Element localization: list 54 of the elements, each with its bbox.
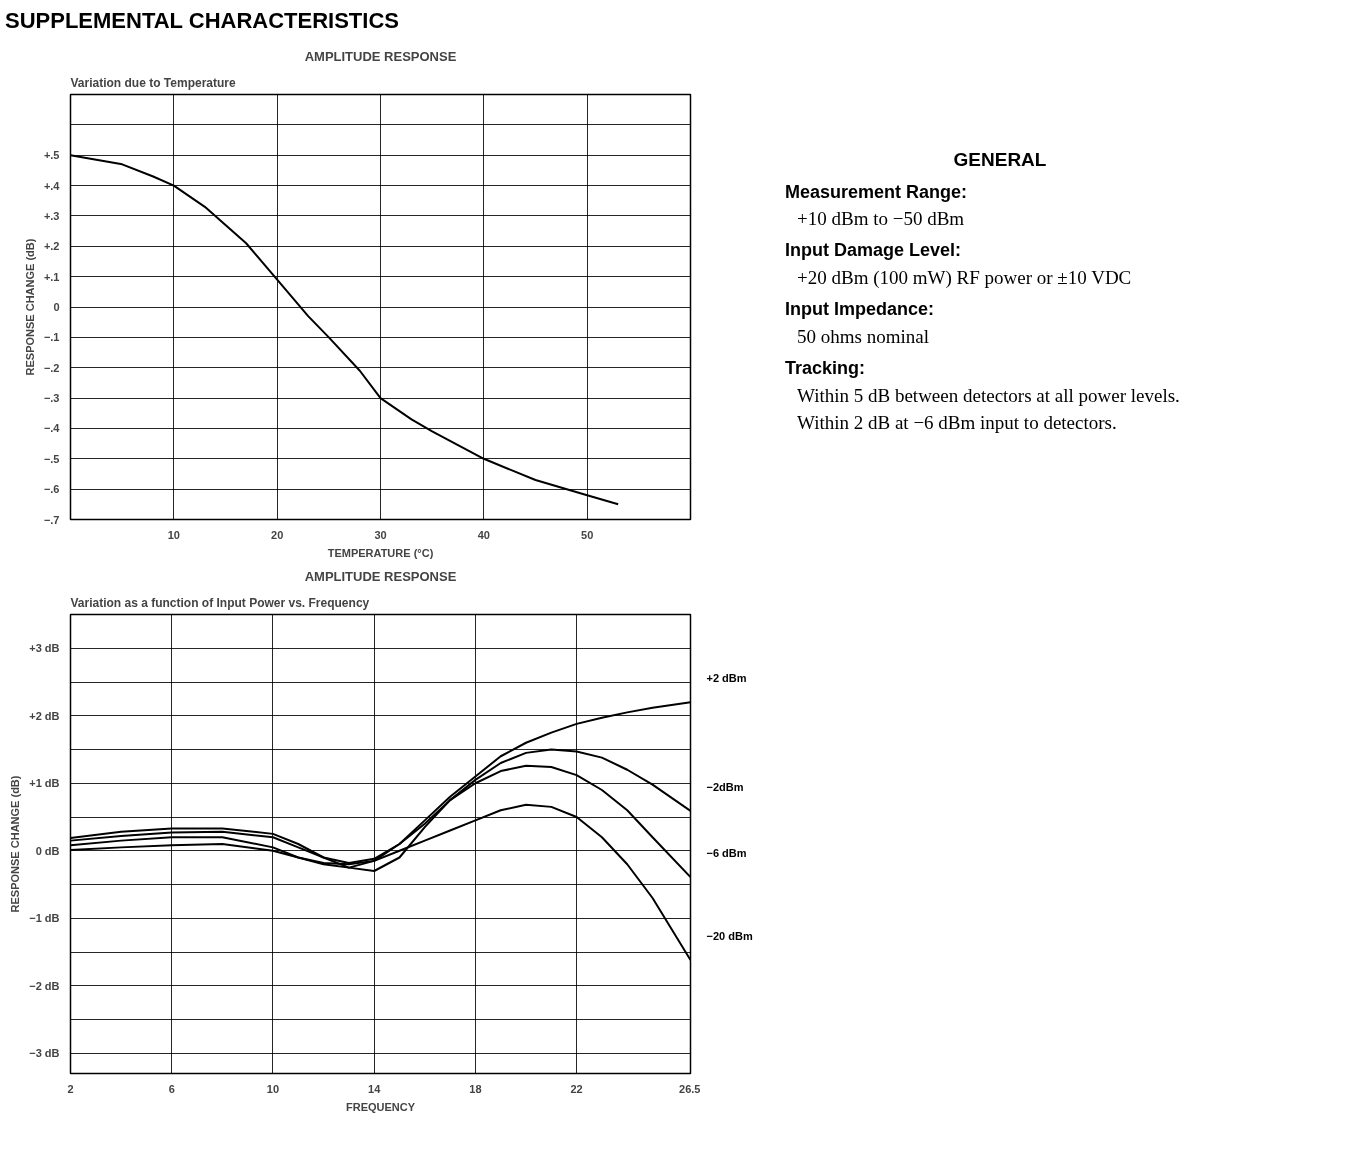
text: SUPPLEMENTAL CHARACTERISTICS [5, 7, 399, 35]
text: −6 dBm [706, 847, 747, 860]
y-tick-label: +.2 [43, 240, 60, 253]
x-tick-label: 18 [469, 1082, 482, 1095]
y-tick-label: 0 dB [35, 845, 60, 858]
text: GENERAL [952, 148, 1048, 173]
y-tick-label: +1 dB [29, 777, 60, 790]
x-tick-label: 14 [368, 1082, 382, 1095]
chart-title: AMPLITUDE RESPONSE [304, 568, 457, 584]
y-tick-label: −.7 [43, 513, 60, 526]
y-tick-label: −.2 [43, 362, 60, 375]
y-tick-label: −.4 [43, 422, 61, 435]
x-tick-label: 6 [168, 1082, 175, 1095]
text: Input Damage Level: [785, 239, 963, 263]
text: Measurement Range: [785, 180, 969, 204]
y-tick-label: −1 dB [29, 912, 60, 925]
x-tick-label: 26.5 [679, 1082, 701, 1095]
text: +20 dBm (100 mW) RF power or ±10 VDC [797, 266, 1133, 291]
y-tick-label: +3 dB [29, 642, 60, 655]
chart-subtitle: Variation due to Temperature [70, 75, 236, 90]
y-tick-label: +2 dB [29, 710, 60, 723]
x-axis-title: TEMPERATURE (°C) [327, 546, 434, 559]
y-axis-title: RESPONSE CHANGE (dB) [9, 775, 22, 913]
text: Input Impedance: [785, 298, 935, 322]
text: Within 5 dB between detectors at all power levels. Within 2 dB at −6 dBm input to detectors. [797, 383, 1181, 435]
x-tick-label: 40 [477, 528, 490, 541]
y-tick-label: −3 dB [29, 1047, 60, 1060]
text: −2dBm [706, 781, 744, 794]
y-tick-label: −.3 [43, 392, 60, 405]
y-axis-title: RESPONSE CHANGE (dB) [23, 238, 36, 376]
y-tick-label: −.1 [43, 331, 60, 344]
x-tick-label: 20 [271, 528, 284, 541]
y-tick-label: +.5 [43, 149, 60, 162]
y-tick-label: −.6 [43, 483, 60, 496]
x-tick-label: 10 [167, 528, 180, 541]
text: +2 dBm [706, 672, 747, 685]
text: −20 dBm [706, 930, 753, 943]
x-tick-label: 22 [570, 1082, 583, 1095]
y-tick-label: +.3 [43, 210, 60, 223]
text: +10 dBm to −50 dBm [797, 207, 966, 232]
y-tick-label: −2 dB [29, 980, 60, 993]
y-tick-label: +.4 [43, 179, 61, 192]
text: 50 ohms nominal [797, 324, 930, 349]
x-tick-label: 10 [266, 1082, 280, 1095]
x-tick-label: 50 [581, 528, 594, 541]
y-tick-label: 0 [53, 301, 60, 314]
chart-subtitle: Variation as a function of Input Power vs. Frequency [70, 595, 370, 610]
y-tick-label: −.5 [43, 453, 60, 466]
x-tick-label: 30 [374, 528, 387, 541]
chart-title: AMPLITUDE RESPONSE [304, 48, 457, 64]
y-tick-label: +.1 [43, 271, 60, 284]
x-axis-title: FREQUENCY [345, 1100, 416, 1113]
text: Tracking: [785, 357, 867, 381]
x-tick-label: 2 [67, 1082, 74, 1095]
